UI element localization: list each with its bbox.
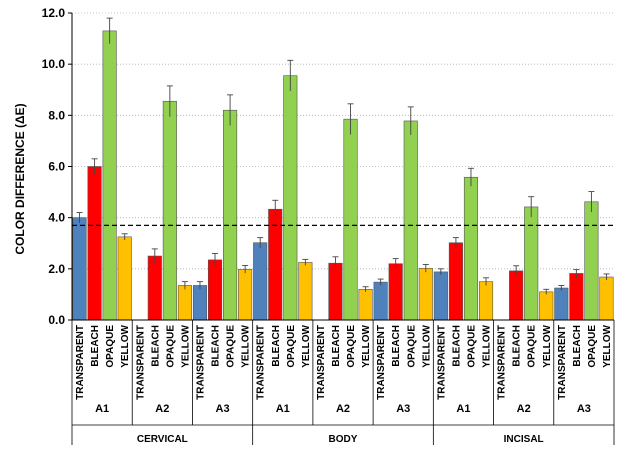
- bar-body-a2-yellow: [358, 288, 373, 321]
- bar-incisal-a3-bleach: [569, 273, 584, 321]
- bar-cervical-a2-opaque: [162, 100, 177, 321]
- category-label: OPAQUE: [587, 325, 598, 368]
- category-label: BLEACH: [211, 325, 222, 367]
- category-label: TRANSPARENT: [195, 325, 206, 400]
- y-tick-label: 12.0: [42, 6, 66, 20]
- bar-body-a3-opaque: [403, 120, 418, 321]
- bar-cervical-a1-opaque: [102, 30, 117, 321]
- bar-body-a3-yellow: [418, 268, 433, 321]
- bar-body-a3-bleach: [388, 263, 403, 321]
- y-tick-label: 4.0: [48, 211, 65, 225]
- category-label: OPAQUE: [466, 325, 477, 368]
- group-label: A1: [456, 403, 470, 415]
- category-label: TRANSPARENT: [135, 325, 146, 400]
- category-label: TRANSPARENT: [75, 325, 86, 400]
- category-label: TRANSPARENT: [376, 325, 387, 400]
- bar-cervical-a2-yellow: [177, 285, 192, 321]
- bar-incisal-a1-yellow: [478, 281, 494, 321]
- group-label: A3: [216, 403, 230, 415]
- category-label: BLEACH: [331, 325, 342, 367]
- bar-incisal-a2-bleach: [509, 270, 524, 321]
- category-label: YELLOW: [602, 324, 613, 367]
- bar-incisal-a3-opaque: [584, 201, 599, 321]
- y-tick-label: 8.0: [48, 108, 65, 122]
- y-tick-label: 10.0: [42, 57, 66, 71]
- bar-cervical-a3-yellow: [238, 269, 253, 321]
- bar-incisal-a1-bleach: [448, 242, 463, 321]
- group-label: A1: [276, 403, 290, 415]
- category-label: TRANSPARENT: [256, 325, 267, 400]
- category-label: OPAQUE: [226, 325, 237, 368]
- region-label: INCISAL: [504, 434, 544, 445]
- category-label: OPAQUE: [286, 325, 297, 368]
- bar-incisal-a1-transparent: [433, 271, 448, 321]
- bar-body-a1-opaque: [283, 75, 298, 321]
- bar-incisal-a3-transparent: [554, 287, 569, 321]
- category-label: BLEACH: [391, 325, 402, 367]
- category-label: OPAQUE: [105, 325, 116, 368]
- category-label: TRANSPARENT: [497, 325, 508, 400]
- category-label: TRANSPARENT: [436, 325, 447, 400]
- category-label: YELLOW: [241, 324, 252, 367]
- category-label: YELLOW: [542, 324, 553, 367]
- y-tick-label: 6.0: [48, 160, 65, 174]
- category-label: TRANSPARENT: [557, 325, 568, 400]
- group-label: A1: [95, 403, 109, 415]
- category-label: YELLOW: [180, 324, 191, 367]
- category-label: YELLOW: [421, 324, 432, 367]
- category-label: OPAQUE: [527, 325, 538, 368]
- bar-body-a2-bleach: [328, 262, 343, 321]
- bar-cervical-a1-yellow: [117, 236, 132, 321]
- bar-incisal-a3-yellow: [599, 276, 614, 321]
- bar-body-a1-yellow: [298, 262, 313, 321]
- category-label: BLEACH: [90, 325, 101, 367]
- category-label: OPAQUE: [406, 325, 417, 368]
- bar-incisal-a2-yellow: [539, 291, 554, 321]
- category-label: TRANSPARENT: [316, 325, 327, 400]
- group-label: A3: [396, 403, 410, 415]
- group-label: A2: [517, 403, 531, 415]
- bar-body-a2-opaque: [343, 118, 358, 321]
- bar-cervical-a3-bleach: [207, 259, 223, 321]
- bar-incisal-a1-opaque: [463, 176, 479, 321]
- category-label: YELLOW: [301, 324, 312, 367]
- region-label: CERVICAL: [137, 434, 188, 445]
- category-label: YELLOW: [482, 324, 493, 367]
- category-label: OPAQUE: [165, 325, 176, 368]
- y-tick-label: 0.0: [48, 313, 65, 327]
- group-label: A2: [336, 403, 350, 415]
- bar-cervical-a2-bleach: [147, 255, 162, 321]
- y-tick-label: 2.0: [48, 262, 65, 276]
- y-axis-label: COLOR DIFFERENCE (ΔE): [13, 103, 27, 254]
- category-label: BLEACH: [150, 325, 161, 367]
- bar-cervical-a3-opaque: [223, 109, 238, 321]
- group-label: A3: [577, 403, 591, 415]
- category-label: YELLOW: [361, 324, 372, 367]
- bar-body-a3-transparent: [373, 281, 388, 321]
- bar-incisal-a2-opaque: [524, 206, 539, 321]
- category-label: OPAQUE: [346, 325, 357, 368]
- region-label: BODY: [329, 434, 358, 445]
- category-label: BLEACH: [451, 325, 462, 367]
- group-label: A2: [155, 403, 169, 415]
- category-label: BLEACH: [271, 325, 282, 367]
- bar-cervical-a1-bleach: [87, 166, 102, 321]
- bar-body-a1-transparent: [253, 242, 268, 321]
- bar-cervical-a3-transparent: [192, 285, 208, 321]
- bar-cervical-a1-transparent: [72, 217, 87, 321]
- category-label: BLEACH: [572, 325, 583, 367]
- category-label: YELLOW: [120, 324, 131, 367]
- category-label: BLEACH: [512, 325, 523, 367]
